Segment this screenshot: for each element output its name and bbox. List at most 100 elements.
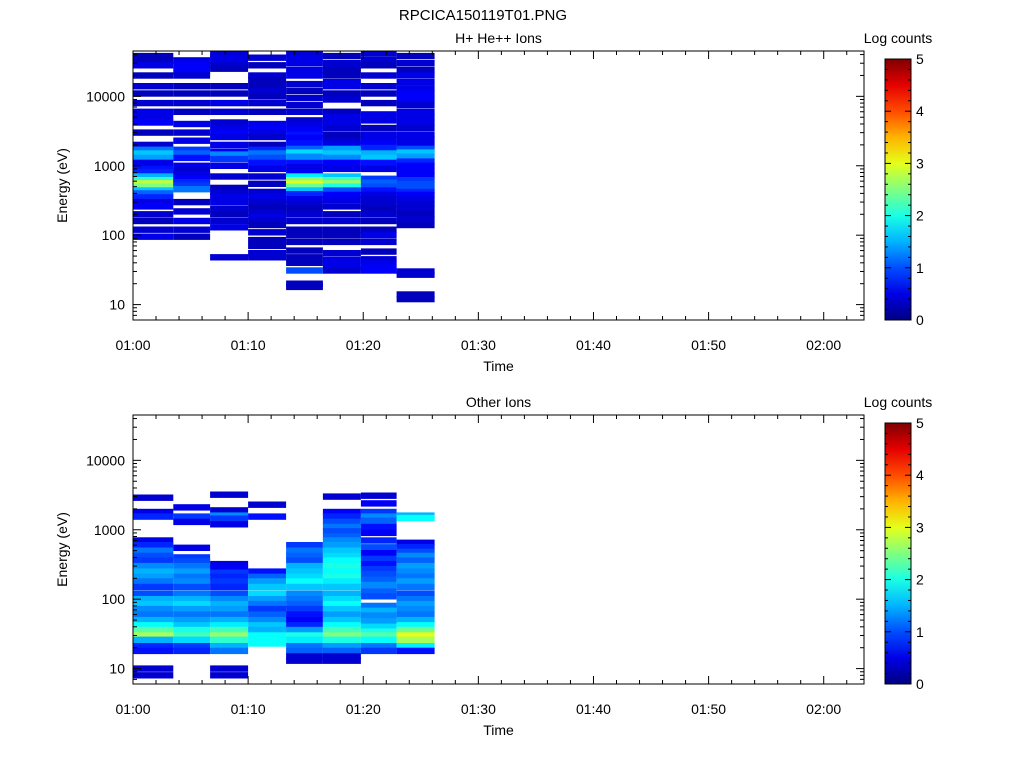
heatmap-cell [322,267,361,274]
heatmap-cell [133,108,174,115]
heatmap-cell [133,573,174,580]
heatmap-cell [173,90,211,97]
heatmap-cell [360,200,397,208]
colorbar-scale [884,58,912,321]
heatmap-cell [248,193,287,200]
heatmap-cell [248,159,287,167]
colorbar-tick-label: 1 [916,624,924,640]
heatmap-cell [322,150,361,157]
heatmap-cell [322,616,361,624]
y-tick-label: 10 [109,661,125,677]
heatmap-cell [173,616,211,624]
heatmap-cell [248,605,287,613]
heatmap-cell [210,636,249,643]
heatmap-cell [286,283,323,291]
heatmap-cell [360,179,397,186]
heatmap-cell [322,203,361,210]
heatmap-cell [210,590,249,597]
heatmap-cell [133,150,174,157]
heatmap-cell [173,83,211,90]
heatmap-cell [173,554,211,561]
heatmap-cell [248,93,287,100]
heatmap-cell [286,117,323,124]
heatmap-cell [322,562,361,570]
heatmap-cell [360,111,397,118]
heatmap-cell [248,209,287,216]
heatmap-cell [360,211,397,218]
heatmap-cell [322,96,361,103]
heatmap-cell [210,198,249,206]
heatmap-cell [133,198,174,206]
heatmap-cell [248,72,287,79]
heatmap-cell [173,217,211,225]
heatmap-cell [248,150,287,157]
heatmap-cell [133,672,174,679]
heatmap-cell [133,165,174,173]
heatmap-cell [322,542,361,549]
heatmap-cell [286,159,323,167]
heatmap-cell [396,149,435,156]
heatmap-cell [396,196,435,203]
heatmap-cell [286,66,323,74]
heatmap-cell [173,513,211,520]
heatmap-cell [248,188,287,196]
heatmap-cell [173,558,211,565]
heatmap-cell [286,552,323,560]
heatmap-cell [133,52,174,60]
heatmap-cell [210,573,249,580]
heatmap-cell [210,99,249,107]
colorbar-tick-label: 0 [916,312,924,328]
heatmap-cell [396,271,435,278]
heatmap-cell [360,517,397,524]
heatmap-cell [360,140,397,147]
heatmap-cell [360,593,397,600]
heatmap-cell [396,114,435,121]
heatmap-cell [322,226,361,233]
heatmap-cell [360,628,397,635]
heatmap-cell [210,124,249,132]
heatmap-cell [210,560,249,568]
heatmap-cell [173,182,211,189]
heatmap-cell [133,665,174,672]
heatmap-cell [360,607,397,614]
heatmap-cell [133,562,174,570]
heatmap-cell [396,647,435,655]
heatmap-cell [248,124,287,132]
heatmap-cell [360,131,397,138]
heatmap-cell [173,583,211,591]
heatmap-cell [133,57,174,64]
colorbar-tick-label: 5 [916,415,924,431]
heatmap-cell [210,205,249,212]
heatmap-cell [286,101,323,109]
heatmap-cell [396,539,435,546]
heatmap-cell [360,187,397,194]
heatmap-cell [210,611,249,618]
heatmap-cell [286,140,323,147]
heatmap-cell [173,186,211,193]
heatmap-cell [286,238,323,246]
heatmap-cell [322,583,361,591]
x-axis-label: Time [483,358,514,374]
heatmap-cell [322,557,361,564]
heatmap-cell [360,117,397,124]
heatmap-cell [322,568,361,575]
heatmap-cell [286,622,323,629]
x-tick-label: 01:10 [231,337,266,353]
heatmap-cell [396,216,435,223]
y-tick-label: 1000 [94,158,125,174]
heatmap-cell [360,83,397,90]
heatmap-cell [133,203,174,210]
heatmap-cell [396,172,435,179]
heatmap-cell [286,122,323,129]
heatmap-cell [286,632,323,639]
heatmap-cell [173,137,211,144]
heatmap-cell [396,632,435,639]
heatmap-cell [286,647,323,655]
heatmap-cell [210,193,249,200]
plot-frame [132,414,865,685]
heatmap-cell [133,190,174,197]
heatmap-cell [133,583,174,591]
heatmap-cell [173,68,211,75]
x-tick-label: 01:20 [346,337,381,353]
heatmap-cell [210,184,249,192]
